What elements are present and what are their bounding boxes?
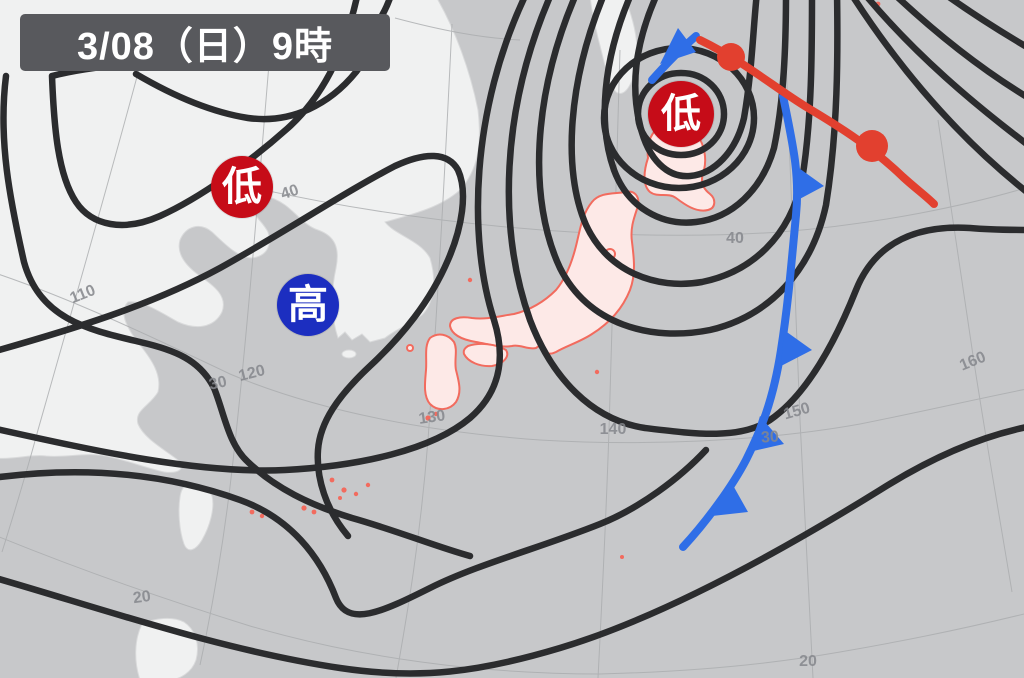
graticule [0,17,1024,678]
grid-coordinate-label: 140 [599,421,627,438]
grid-coordinate-label: 30 [207,373,229,394]
cold-front [648,28,824,551]
datetime-banner: 3/08（日）9時 [20,14,390,71]
grid-coordinate-label: 20 [131,587,152,608]
tsushima [406,344,414,352]
kyushu [423,333,461,410]
shikoku [462,342,509,368]
grid-coordinate-label: 130 [417,407,447,428]
high-pressure-badge: 高 [277,274,339,336]
grid-coordinate-label: 40 [726,230,744,247]
warm-front [696,36,938,208]
small-islands [249,1,881,559]
grid-coordinate-label: 20 [799,653,817,670]
low-pressure-badge: 低 [211,156,273,218]
landmass-continent [0,0,638,678]
island-taiwan [178,485,214,551]
datetime-text: 3/08（日）9時 [76,26,334,68]
low-pressure-badge: 低 [648,81,714,147]
island-jeju [341,349,357,359]
grid-coordinate-label: 30 [760,428,780,447]
